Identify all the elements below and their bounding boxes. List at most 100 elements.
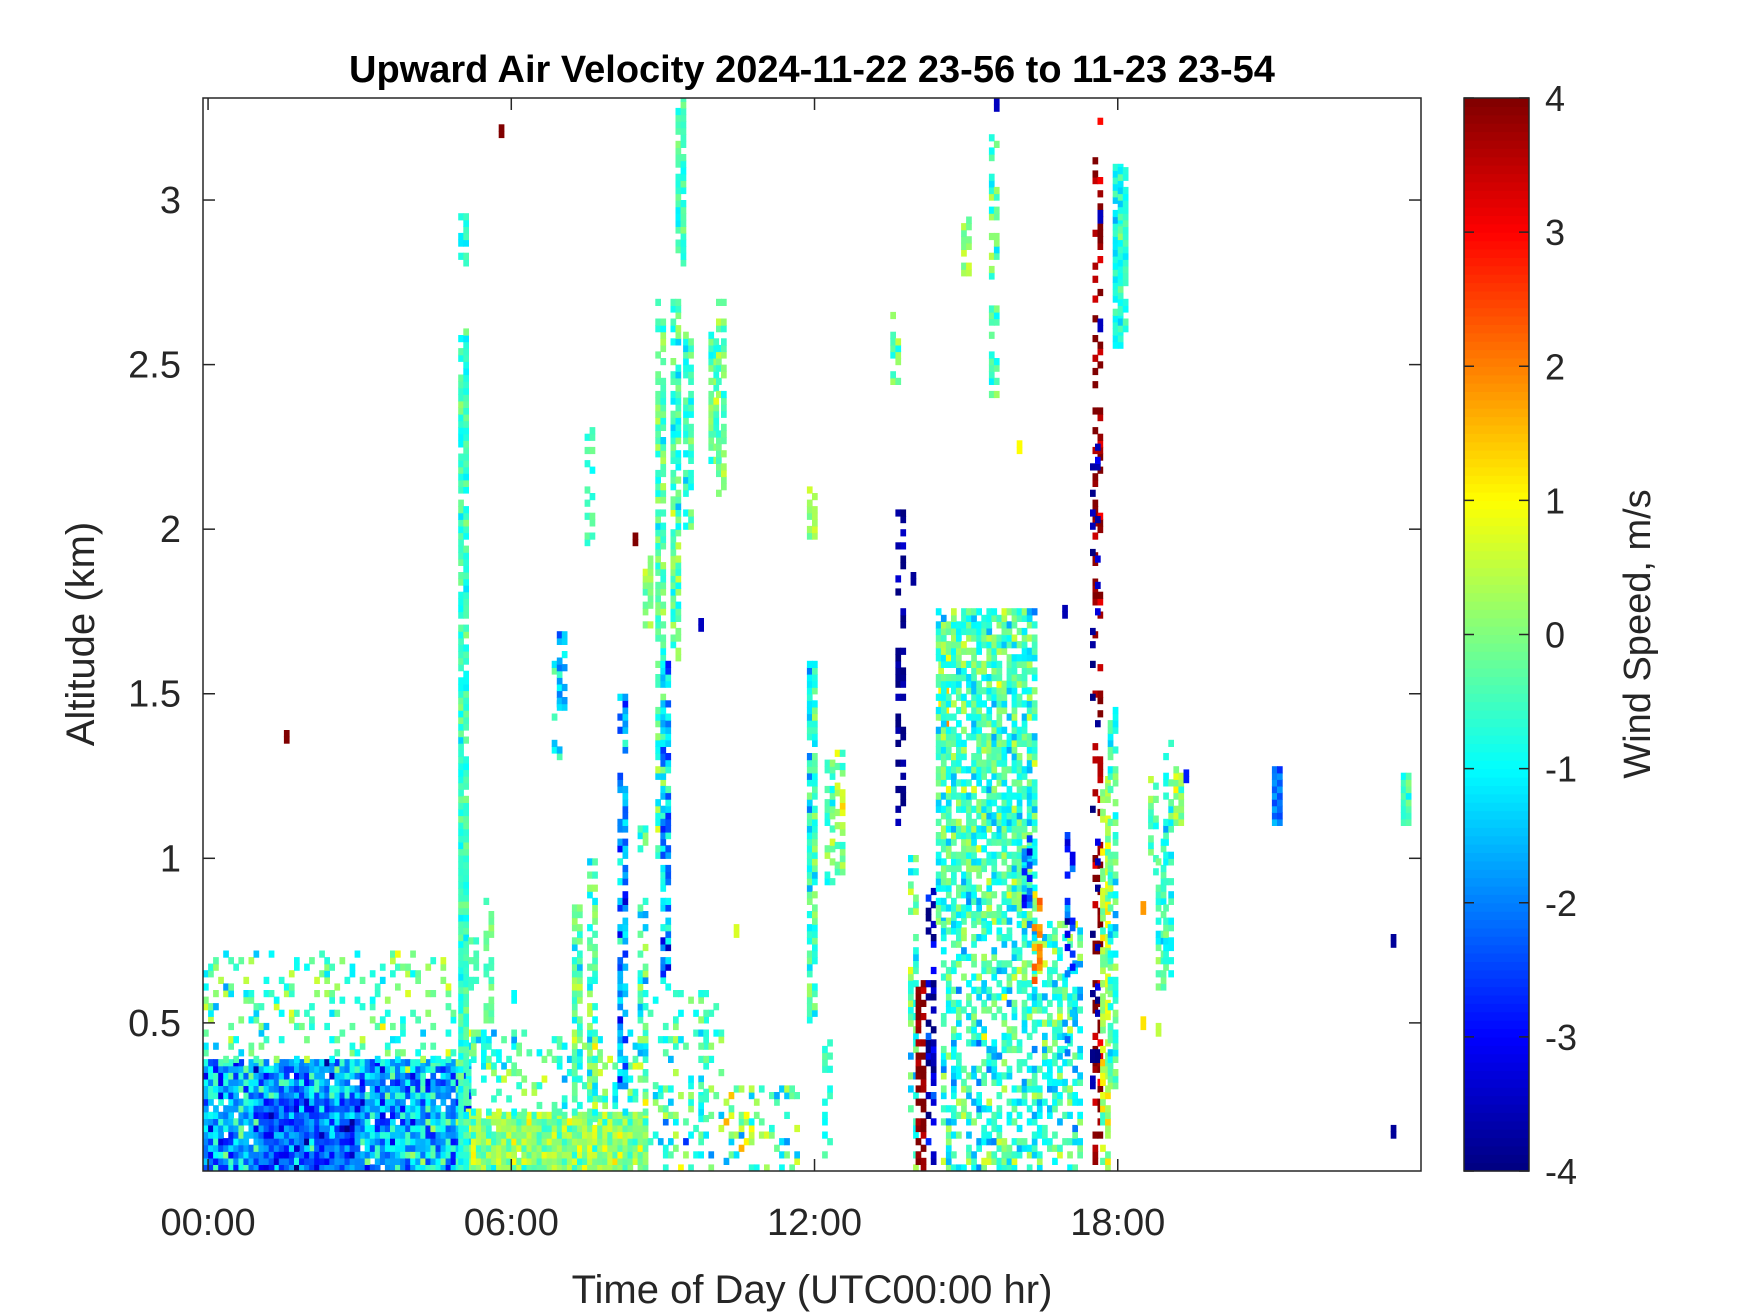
- heatmap-cell: [415, 1059, 421, 1067]
- heatmap-cell: [288, 970, 295, 978]
- heatmap-cell: [1021, 1098, 1028, 1106]
- heatmap-cell: [1001, 779, 1008, 787]
- heatmap-cell: [806, 897, 813, 905]
- heatmap-cell: [708, 377, 715, 385]
- heatmap-cell: [551, 1131, 558, 1139]
- heatmap-cell: [956, 680, 962, 688]
- heatmap-cell: [458, 953, 464, 961]
- heatmap-cell: [1016, 739, 1023, 747]
- heatmap-cell: [458, 795, 464, 803]
- heatmap-cell: [986, 851, 993, 859]
- heatmap-cell: [1026, 700, 1033, 708]
- heatmap-cell: [945, 785, 952, 794]
- heatmap-cell: [642, 1118, 649, 1126]
- heatmap-cell: [551, 660, 558, 668]
- heatmap-cell: [665, 700, 672, 708]
- heatmap-cell: [1021, 878, 1028, 886]
- heatmap-cell: [718, 1036, 725, 1044]
- heatmap-cell: [806, 957, 813, 965]
- heatmap-cell: [956, 805, 962, 813]
- heatmap-cell: [1001, 858, 1008, 866]
- heatmap-cell: [410, 1072, 416, 1080]
- heatmap-cell: [956, 818, 962, 826]
- heatmap-cell: [1107, 864, 1114, 873]
- heatmap-cell: [233, 1105, 239, 1113]
- heatmap-cell: [945, 818, 952, 826]
- heatmap-cell: [632, 1088, 639, 1096]
- heatmap-cell: [218, 1151, 224, 1159]
- heatmap-cell: [470, 1055, 477, 1063]
- heatmap-cell: [1006, 805, 1013, 813]
- heatmap-cell: [208, 1072, 214, 1080]
- heatmap-cell: [571, 1164, 578, 1171]
- heatmap-cell: [491, 1164, 497, 1171]
- heatmap-cell: [463, 466, 469, 474]
- heatmap-cell: [622, 963, 629, 971]
- heatmap-cell: [688, 1082, 694, 1090]
- heatmap-cell: [228, 1078, 234, 1086]
- heatmap-cell: [660, 647, 667, 655]
- heatmap-cell: [966, 1157, 972, 1165]
- heatmap-cell: [273, 1098, 280, 1106]
- heatmap-cell: [566, 1151, 573, 1159]
- heatmap-cell: [806, 792, 813, 800]
- heatmap-cell: [1077, 1111, 1083, 1119]
- heatmap-cell: [349, 1098, 356, 1106]
- heatmap-cell: [1092, 756, 1099, 764]
- heatmap-cell: [592, 1124, 598, 1133]
- heatmap-cell: [940, 904, 947, 912]
- heatmap-cell: [655, 818, 661, 826]
- heatmap-cell: [945, 1105, 952, 1113]
- heatmap-cell: [940, 713, 947, 721]
- heatmap-cell: [1031, 805, 1038, 813]
- heatmap-cell: [675, 575, 682, 583]
- heatmap-cell: [976, 812, 982, 820]
- heatmap-cell: [951, 785, 957, 794]
- heatmap-cell: [1047, 920, 1053, 929]
- heatmap-cell: [1021, 772, 1028, 780]
- heatmap-cell: [258, 1138, 265, 1146]
- heatmap-cell: [238, 1098, 245, 1106]
- heatmap-cell: [617, 990, 624, 998]
- heatmap-cell: [812, 943, 818, 952]
- heatmap-cell: [1052, 966, 1058, 975]
- heatmap-cell: [1016, 660, 1023, 668]
- heatmap-cell: [278, 1036, 285, 1044]
- heatmap-cell: [622, 845, 629, 853]
- heatmap-cell: [248, 996, 255, 1004]
- heatmap-cell: [688, 1131, 694, 1139]
- heatmap-cell: [713, 1029, 720, 1037]
- heatmap-cell: [384, 1105, 391, 1113]
- heatmap-cell: [976, 884, 982, 892]
- heatmap-cell: [511, 1118, 517, 1126]
- heatmap-cell: [895, 693, 902, 701]
- heatmap-cell: [430, 1022, 437, 1031]
- heatmap-cell: [688, 344, 694, 353]
- heatmap-cell: [458, 644, 464, 652]
- heatmap-cell: [450, 1078, 457, 1086]
- heatmap-cell: [304, 1072, 310, 1080]
- heatmap-cell: [1117, 285, 1124, 293]
- heatmap-cell: [680, 200, 687, 208]
- heatmap-cell: [1036, 1164, 1043, 1171]
- heatmap-cell: [349, 1144, 356, 1152]
- heatmap-cell: [986, 1098, 993, 1106]
- heatmap-cell: [349, 1111, 356, 1119]
- heatmap-cell: [1042, 1052, 1048, 1060]
- heatmap-cell: [1001, 634, 1008, 642]
- heatmap-cell: [971, 667, 977, 675]
- heatmap-cell: [670, 397, 677, 405]
- heatmap-cell: [961, 934, 967, 942]
- heatmap-cell: [675, 397, 682, 405]
- heatmap-cell: [806, 924, 813, 932]
- heatmap-cell: [481, 1049, 487, 1057]
- heatmap-cell: [1047, 973, 1053, 981]
- heatmap-cell: [622, 1138, 629, 1146]
- heatmap-cell: [655, 417, 661, 425]
- heatmap-cell: [415, 1078, 421, 1086]
- heatmap-cell: [617, 1082, 624, 1090]
- heatmap-cell: [1153, 815, 1159, 823]
- heatmap-cell: [1042, 1019, 1048, 1027]
- heatmap-cell: [410, 1111, 416, 1119]
- heatmap-cell: [996, 1052, 1003, 1060]
